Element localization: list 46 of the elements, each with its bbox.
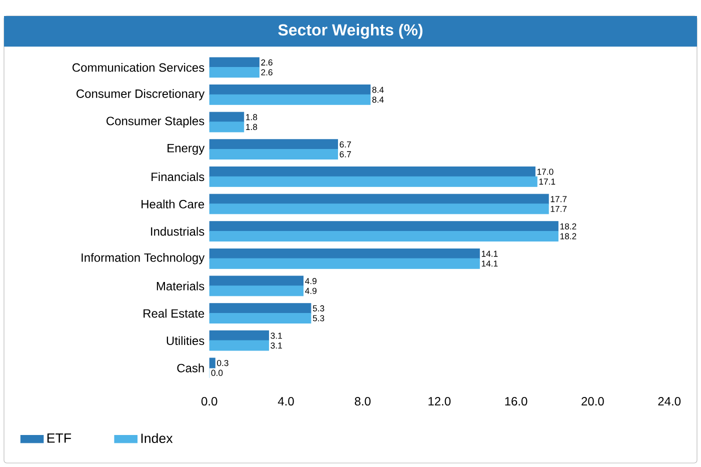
data-label: 8.4 <box>372 96 384 103</box>
y-tick-label: Utilities <box>166 336 204 346</box>
data-label: 2.6 <box>261 59 272 66</box>
y-tick-label: Health Care <box>142 200 204 208</box>
x-tick-label: 0.0 <box>201 397 218 406</box>
legend-label: Index <box>141 433 173 444</box>
y-tick-label: Financials <box>152 172 204 182</box>
data-label: 18.2 <box>560 233 576 240</box>
x-tick-label: 8.0 <box>354 397 371 406</box>
y-tick-label: Materials <box>156 282 204 290</box>
y-tick-label: Communication Services <box>72 62 204 72</box>
x-tick-label: 24.0 <box>658 397 681 406</box>
chart-title: Sector Weights (%) <box>278 24 422 39</box>
data-label: 3.1 <box>270 332 282 339</box>
data-label: 8.4 <box>372 86 384 93</box>
y-tick-label: Industrials <box>151 226 204 236</box>
y-tick-label: Consumer Staples <box>106 116 204 128</box>
y-tick-label: Energy <box>168 144 205 155</box>
x-tick-label: 12.0 <box>428 397 451 406</box>
x-tick-label: 16.0 <box>505 397 528 406</box>
data-label: 17.7 <box>550 196 567 202</box>
data-label: 17.7 <box>550 206 567 212</box>
data-label: 2.6 <box>261 69 272 76</box>
data-label: 17.1 <box>539 178 556 185</box>
data-label: 5.3 <box>312 305 324 312</box>
y-tick-label: Consumer Discretionary <box>76 89 205 100</box>
data-label: 0.0 <box>211 370 223 376</box>
data-label: 14.1 <box>482 260 498 267</box>
data-label: 1.8 <box>246 124 258 130</box>
y-tick-label: Information Technology <box>82 253 205 264</box>
data-label: 4.9 <box>305 288 316 294</box>
y-tick-label: Real Estate <box>144 308 204 318</box>
x-tick-label: 20.0 <box>582 397 604 406</box>
y-tick-label: Cash <box>177 364 204 372</box>
data-label: 18.2 <box>560 223 576 230</box>
data-label: 14.1 <box>482 250 498 257</box>
data-label: 1.8 <box>246 114 258 120</box>
x-tick-label: 4.0 <box>278 397 294 406</box>
data-label: 6.7 <box>340 151 351 158</box>
data-label: 17.0 <box>537 168 554 175</box>
data-label: 6.7 <box>340 141 351 148</box>
data-label: 0.3 <box>217 360 228 366</box>
legend-label: ETF <box>47 433 72 443</box>
data-label: 5.3 <box>312 315 324 322</box>
data-label: 3.1 <box>270 342 282 349</box>
data-label: 4.9 <box>305 278 316 284</box>
